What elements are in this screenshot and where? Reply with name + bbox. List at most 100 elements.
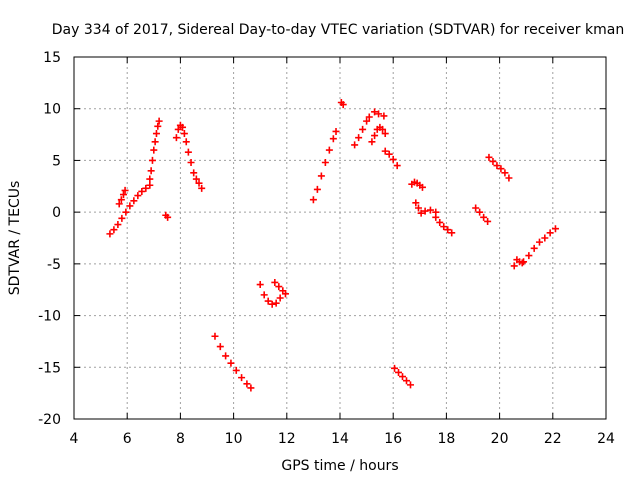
data-point — [385, 150, 393, 158]
data-point — [440, 223, 448, 231]
y-tick-label: 0 — [52, 205, 61, 221]
data-point — [147, 167, 155, 175]
data-point — [520, 258, 528, 266]
data-point — [381, 147, 389, 155]
data-point — [187, 158, 195, 166]
chart-title: Day 334 of 2017, Sidereal Day-to-day VTE… — [52, 22, 624, 38]
data-point — [232, 366, 240, 374]
data-point — [551, 225, 559, 233]
x-tick-label: 14 — [331, 431, 349, 447]
axis-ticks — [73, 56, 607, 420]
data-point — [391, 364, 399, 372]
series-arc-18 — [432, 213, 456, 237]
data-point — [211, 332, 219, 340]
data-point — [339, 101, 347, 109]
data-point — [497, 165, 505, 173]
data-point — [184, 148, 192, 156]
data-point — [154, 122, 162, 130]
x-tick-label: 8 — [176, 431, 185, 447]
series-arc-16 — [408, 178, 426, 191]
data-point — [444, 226, 452, 234]
data-point — [359, 125, 367, 133]
data-point — [155, 117, 163, 125]
data-point — [180, 130, 188, 138]
data-point — [448, 229, 456, 237]
data-point — [417, 209, 425, 217]
x-tick-label: 22 — [544, 431, 562, 447]
x-tick-labels: 4 6 8 10 12 14 16 18 20 22 24 — [70, 431, 615, 447]
series-arc-10 — [337, 99, 347, 109]
data-point — [379, 125, 387, 133]
series-arc-13 — [371, 108, 388, 120]
data-point — [484, 217, 492, 225]
data-point — [195, 179, 203, 187]
y-tick-label: 5 — [52, 153, 61, 169]
data-point — [389, 155, 397, 163]
data-point — [489, 157, 497, 165]
data-point — [510, 262, 518, 270]
data-point — [393, 162, 401, 170]
series-arc-1 — [106, 181, 154, 238]
series-arc-20 — [485, 153, 513, 182]
series-arc-17 — [412, 199, 440, 217]
data-point — [268, 300, 276, 308]
data-point — [371, 108, 379, 116]
data-point — [148, 156, 156, 164]
data-point — [332, 127, 340, 135]
data-point — [518, 259, 526, 267]
data-point — [243, 380, 251, 388]
y-tick-label: -15 — [38, 360, 61, 376]
data-point — [174, 125, 182, 133]
data-point — [164, 213, 172, 221]
data-point — [403, 377, 410, 385]
data-point — [501, 169, 509, 177]
y-tick-labels: 15 10 5 0 -5 -10 -15 -20 — [38, 50, 61, 428]
data-point — [365, 113, 373, 121]
data-point — [546, 229, 554, 237]
data-point — [172, 134, 180, 142]
data-point — [106, 230, 114, 238]
data-point — [275, 283, 283, 291]
x-tick-label: 20 — [491, 431, 509, 447]
series-arc-2 — [115, 186, 129, 208]
data-point — [368, 138, 376, 146]
data-point — [130, 197, 138, 205]
series-arc-19 — [472, 204, 492, 225]
data-point — [485, 153, 493, 161]
y-tick-label: 10 — [43, 102, 61, 118]
series-arc-3 — [146, 117, 163, 183]
series-arc-5 — [172, 121, 206, 192]
data-point — [426, 206, 434, 214]
data-point — [142, 184, 150, 192]
x-tick-label: 18 — [437, 431, 455, 447]
data-point — [525, 252, 533, 260]
data-point — [118, 214, 126, 222]
data-point — [380, 112, 388, 120]
data-point — [121, 186, 129, 194]
data-point — [126, 202, 134, 210]
y-axis-label: SDTVAR / TECUs — [7, 181, 23, 296]
data-point — [363, 117, 371, 125]
data-point — [115, 200, 123, 208]
x-tick-label: 10 — [225, 431, 243, 447]
data-point — [114, 221, 122, 229]
x-tick-label: 4 — [70, 431, 79, 447]
data-point — [134, 192, 142, 200]
series-arc-12 — [368, 123, 389, 146]
data-points — [106, 99, 559, 392]
data-point — [317, 172, 325, 180]
data-point — [351, 141, 359, 149]
data-point — [146, 175, 154, 183]
data-point — [325, 146, 333, 154]
data-point — [536, 238, 543, 246]
data-point — [480, 213, 488, 221]
series-arc-9 — [309, 127, 340, 204]
data-point — [421, 207, 429, 215]
data-point — [238, 374, 246, 382]
series-arc-14 — [381, 147, 401, 170]
data-point — [493, 162, 501, 170]
data-point — [110, 226, 118, 234]
data-point — [272, 299, 280, 307]
data-point — [276, 294, 284, 302]
